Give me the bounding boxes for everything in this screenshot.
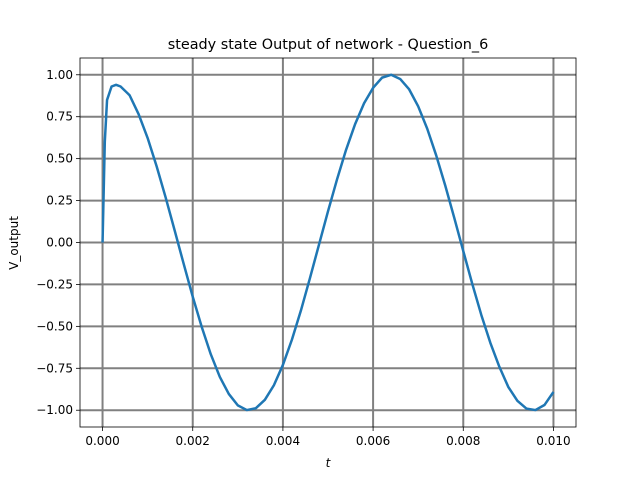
plot-frame [79, 57, 577, 428]
y-tick-label: −0.50 [36, 319, 73, 333]
y-tick-label: 0.75 [46, 110, 73, 124]
x-tick-label: 0.010 [536, 434, 570, 448]
y-tick-label: −1.00 [36, 403, 73, 417]
y-tick-label: −0.75 [36, 361, 73, 375]
x-tick-label: 0.008 [446, 434, 480, 448]
y-tick-label: 0.50 [46, 152, 73, 166]
x-axis-label: t [326, 456, 332, 470]
x-tick-label: 0.000 [85, 434, 119, 448]
data-line [101, 73, 555, 412]
y-tick-label: 1.00 [46, 68, 73, 82]
chart-title: steady state Output of network - Questio… [168, 37, 489, 53]
x-tick-label: 0.004 [266, 434, 300, 448]
y-axis-label: V_output [7, 216, 21, 270]
x-tick-label: 0.002 [176, 434, 210, 448]
x-tick-label: 0.006 [356, 434, 390, 448]
y-tick-label: 0.00 [46, 236, 73, 250]
y-tick-label: 0.25 [46, 194, 73, 208]
y-tick-label: −0.25 [36, 277, 73, 291]
